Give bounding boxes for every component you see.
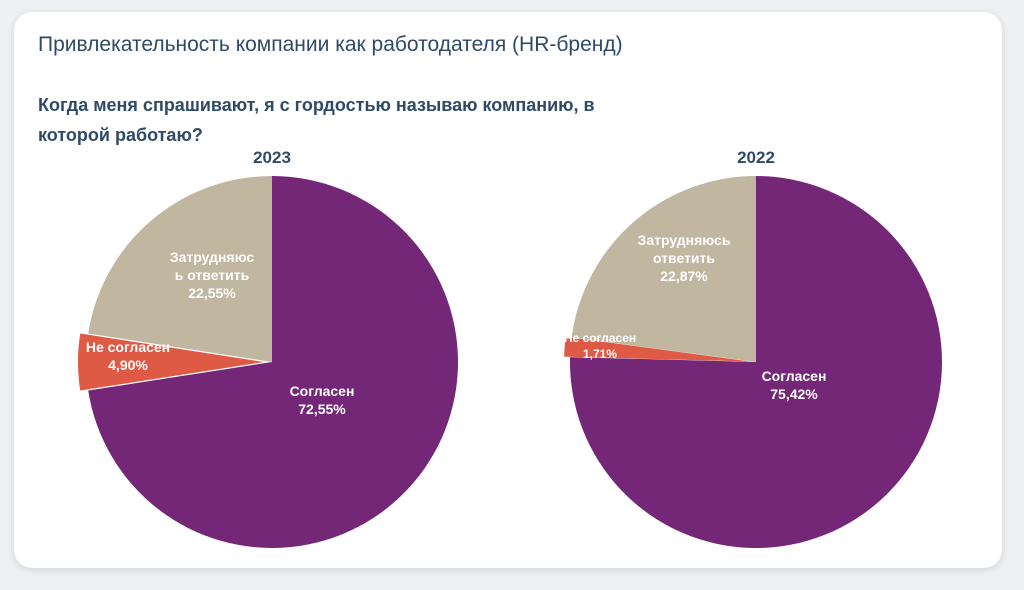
pie-chart-2023: 2023 Согласен 72,55% Не согласен 4,90% Затруд… — [78, 148, 459, 548]
chart-title: Привлекательность компании как работодат… — [38, 33, 623, 56]
pie-label-2023-unsure: Затрудняюс ь ответить 22,55% — [170, 249, 255, 301]
pie-chart-2022: 2022 Согласен 75,42% Не согласен 1,71% Затруд… — [564, 148, 942, 548]
pie-label-2022-unsure: Затрудняюсь ответить 22,87% — [638, 232, 731, 284]
pie-slice-2023-unsure — [88, 176, 272, 362]
chart-subtitle: Когда меня спрашивают, я с гордостью наз… — [38, 95, 595, 145]
pie-label-2022-disagree: Не согласен 1,71% — [564, 331, 636, 361]
pie-slice-2023-disagree — [78, 333, 264, 391]
pie-label-2023-agree: Согласен 72,55% — [290, 383, 355, 417]
pie-slice-2022-disagree — [564, 336, 751, 362]
pie-slice-2022-unsure — [571, 176, 756, 362]
pie-title-2022: 2022 — [737, 148, 775, 167]
pie-slice-2023-agree — [88, 176, 459, 548]
pie-title-2023: 2023 — [253, 148, 291, 167]
pie-label-2023-disagree: Не согласен 4,90% — [86, 339, 170, 373]
pie-label-2022-agree: Согласен 75,42% — [762, 368, 827, 402]
